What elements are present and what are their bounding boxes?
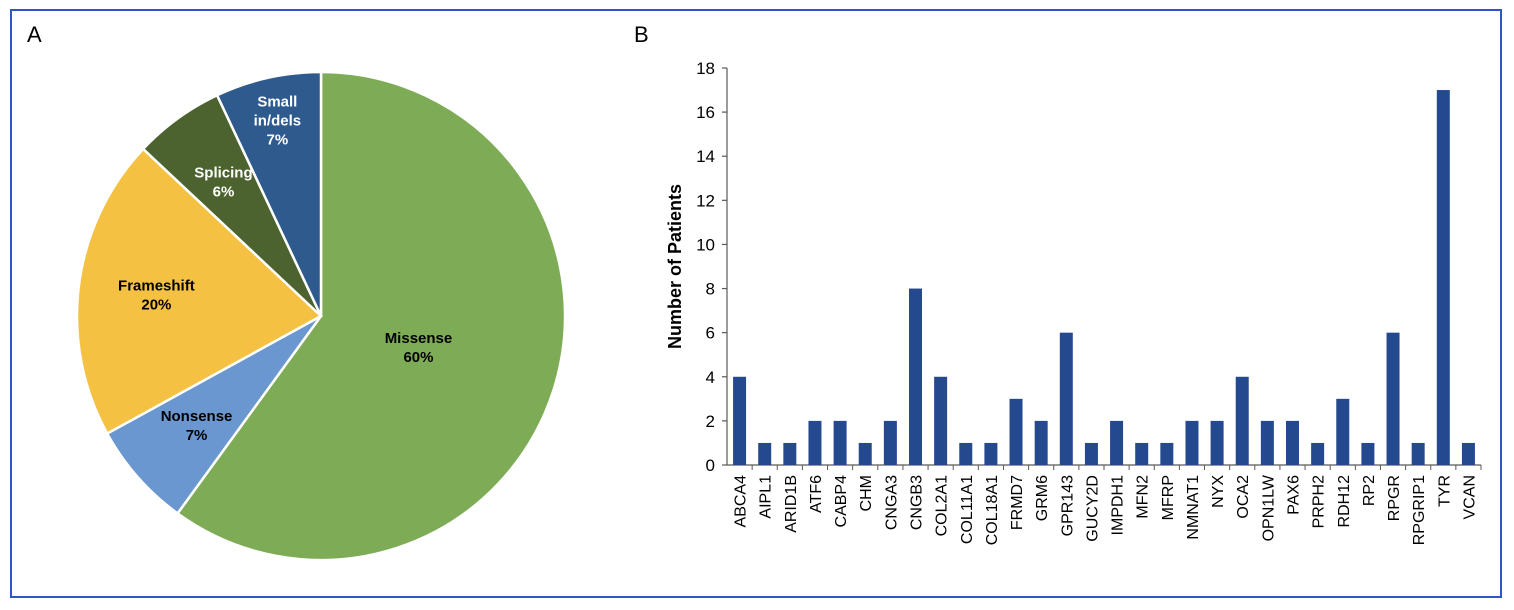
x-tick-label-cabp4: CABP4 xyxy=(833,475,850,528)
x-tick-label-abca4: ABCA4 xyxy=(733,475,750,528)
x-tick-label-mfrp: MFRP xyxy=(1160,475,1177,520)
x-tick-label-pax6: PAX6 xyxy=(1286,475,1303,515)
x-tick-label-mfn2: MFN2 xyxy=(1135,475,1152,519)
bar-impdh1 xyxy=(1110,420,1124,465)
y-tick-label: 12 xyxy=(696,191,715,210)
pie-label-nonsense: Nonsense 7% xyxy=(161,408,233,444)
bar-col18a1 xyxy=(984,442,998,465)
bar-gucy2d xyxy=(1084,442,1098,465)
x-tick-label-frmd7: FRMD7 xyxy=(1009,475,1026,530)
panel-b-label: B xyxy=(634,22,649,47)
x-tick-label-opn1lw: OPN1LW xyxy=(1260,474,1277,541)
bar-nmnat1 xyxy=(1185,420,1199,465)
y-tick-label: 18 xyxy=(696,59,715,78)
bar-vcan xyxy=(1461,442,1475,465)
panel-a-label: A xyxy=(27,22,42,47)
bar-oca2 xyxy=(1235,376,1249,465)
bar-cngb3 xyxy=(909,288,922,465)
bar-opn1lw xyxy=(1260,420,1274,465)
bar-tyr xyxy=(1436,90,1450,466)
x-tick-label-cnga3: CNGA3 xyxy=(883,475,900,530)
pie-label-frameshift: Frameshift 20% xyxy=(118,278,195,314)
y-tick-label: 4 xyxy=(706,368,715,387)
patients-per-gene-bar-chart: 0 2 4 6 8 10 12 14 16 18 Number of Patients ABCA4 AI… xyxy=(665,59,1482,545)
x-tick-label-arid1b: ARID1B xyxy=(783,475,800,533)
x-tick-label-aipl1: AIPL1 xyxy=(758,475,775,519)
x-tick-label-nyx: NYX xyxy=(1210,475,1227,508)
bar-abca4 xyxy=(733,376,747,465)
bar-rpgrip1 xyxy=(1411,442,1425,465)
y-tick-label: 16 xyxy=(696,103,715,122)
pie-slice-frameshift xyxy=(75,147,324,436)
x-tick-label-prph2: PRPH2 xyxy=(1311,475,1328,528)
x-tick-label-gucy2d: GUCY2D xyxy=(1084,475,1101,542)
x-tick-label-impdh1: IMPDH1 xyxy=(1110,475,1127,536)
pie-label-small: Small in/dels 7% xyxy=(254,94,302,149)
bar-cnga3 xyxy=(883,420,897,465)
bar-col11a1 xyxy=(959,442,973,465)
x-tick-label-chm: CHM xyxy=(858,475,875,511)
x-tick-label-rdh12: RDH12 xyxy=(1336,475,1353,528)
bar-nyx xyxy=(1210,420,1224,465)
bar-grm6 xyxy=(1034,420,1048,465)
x-tick-label-tyr: TYR xyxy=(1436,475,1453,507)
pie-slice-small xyxy=(215,70,323,317)
bar-rdh12 xyxy=(1336,398,1350,465)
x-tick-label-rp2: RP2 xyxy=(1361,475,1378,506)
x-tick-label-atf6: ATF6 xyxy=(808,475,825,513)
x-tick-label-grm6: GRM6 xyxy=(1034,475,1051,521)
bar-aipl1 xyxy=(758,442,772,465)
x-tick-label-cngb3: CNGB3 xyxy=(909,475,926,530)
bar-prph2 xyxy=(1311,442,1325,465)
bar-frmd7 xyxy=(1009,398,1023,465)
pie-slice-missense xyxy=(175,70,567,562)
x-tick-label-rpgr: RPGR xyxy=(1386,475,1403,521)
bar-gpr143 xyxy=(1059,332,1073,465)
y-tick-label: 0 xyxy=(706,456,715,475)
x-tick-label-gpr143: GPR143 xyxy=(1059,475,1076,536)
pie-label-missense: Missense 60% xyxy=(385,330,453,366)
bar-cabp4 xyxy=(833,420,847,465)
x-tick-label-oca2: OCA2 xyxy=(1235,475,1252,519)
pie-label-splicing: Splicing 6% xyxy=(194,164,252,200)
y-tick-label: 10 xyxy=(696,235,715,254)
x-tick-label-col2a1: COL2A1 xyxy=(934,475,951,536)
bar-col2a1 xyxy=(934,376,948,465)
bar-rpgr xyxy=(1386,332,1400,465)
y-tick-label: 2 xyxy=(706,412,715,431)
mutation-type-pie-chart: Missense 60% Nonsense 7% Frameshift 20% Splici… xyxy=(75,70,567,562)
x-tick-label-vcan: VCAN xyxy=(1461,475,1478,519)
y-axis-title: Number of Patients xyxy=(665,184,685,349)
bar-arid1b xyxy=(783,442,797,465)
bar-rp2 xyxy=(1361,442,1375,465)
x-tick-label-rpgrip1: RPGRIP1 xyxy=(1411,475,1428,545)
y-tick-label: 8 xyxy=(706,280,715,299)
pie-slice-nonsense xyxy=(105,314,323,516)
bar-mfn2 xyxy=(1135,442,1149,465)
bar-pax6 xyxy=(1286,420,1299,465)
y-tick-label: 14 xyxy=(696,147,715,166)
x-tick-label-nmnat1: NMNAT1 xyxy=(1185,475,1202,540)
x-tick-label-col18a1: COL18A1 xyxy=(984,475,1001,545)
bar-atf6 xyxy=(808,420,822,465)
y-tick-label: 6 xyxy=(706,324,715,343)
bar-chm xyxy=(858,442,872,465)
x-tick-label-col11a1: COL11A1 xyxy=(959,475,976,544)
bar-mfrp xyxy=(1160,442,1174,465)
